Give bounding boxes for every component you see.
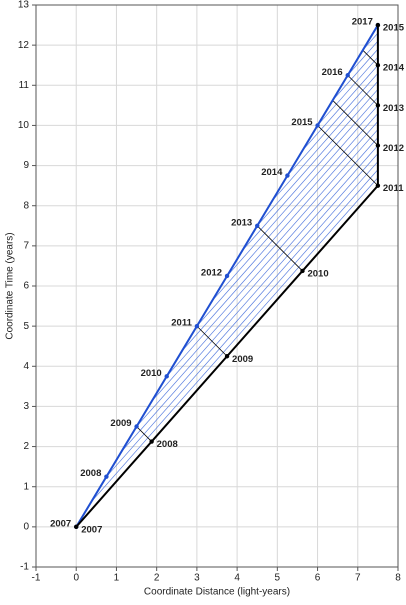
point-label: 2009 [232, 354, 253, 365]
point [345, 73, 350, 78]
y-tick-label: 7 [23, 240, 29, 251]
point [375, 22, 381, 28]
point [285, 173, 290, 178]
signal-line [256, 225, 303, 272]
x-tick-label: 0 [73, 573, 79, 584]
y-tick-label: 8 [23, 200, 29, 211]
signal-line [332, 100, 379, 146]
y-axis-title: Coordinate Time (years) [5, 232, 16, 339]
point [375, 103, 381, 108]
hatch-line [272, 81, 379, 201]
y-tick-label: 1 [23, 481, 29, 492]
x-tick-label: 7 [355, 573, 361, 584]
point-label: 2013 [383, 103, 404, 114]
point-label: 2014 [261, 167, 283, 178]
point [224, 354, 230, 359]
hatch-line [211, 113, 379, 302]
point [74, 524, 79, 530]
x-tick-label: 4 [234, 573, 240, 584]
point [194, 323, 200, 329]
point [104, 474, 109, 479]
hatch-line [181, 129, 379, 352]
point-label: 2010 [141, 368, 162, 379]
signal-line [136, 426, 152, 442]
y-tick-label: 13 [18, 0, 30, 11]
y-tick-label: 6 [23, 281, 29, 292]
hatch-line [226, 105, 379, 277]
x-tick-label: 1 [114, 573, 120, 584]
point [164, 374, 169, 379]
signal-line [317, 125, 379, 186]
point-label: 2015 [291, 117, 313, 128]
point [134, 424, 139, 429]
x-tick-label: 6 [315, 573, 321, 584]
point-label: 2012 [383, 143, 404, 154]
point [375, 143, 381, 148]
y-tick-label: 3 [23, 401, 29, 412]
point [315, 123, 320, 128]
hatch-line [136, 153, 379, 427]
x-tick-label: 3 [194, 573, 200, 584]
point [375, 63, 381, 68]
hatch-line [91, 177, 379, 502]
x-tick-label: 8 [395, 573, 401, 584]
point-label: 2011 [171, 318, 192, 329]
y-tick-label: 4 [23, 361, 29, 372]
point-label: 2009 [110, 418, 131, 429]
point [149, 439, 154, 444]
point-label: 2008 [157, 439, 178, 450]
hatch-line [256, 89, 379, 227]
y-tick-label: 11 [19, 80, 30, 91]
point-label: 2011 [383, 183, 404, 194]
point-label: 2014 [383, 63, 405, 74]
point-label: 2008 [80, 468, 101, 479]
point [375, 183, 381, 188]
y-tick-label: -1 [20, 562, 29, 573]
y-tick-label: 2 [23, 441, 29, 452]
point [300, 268, 305, 274]
y-tick-label: 12 [18, 40, 30, 51]
point-label: 2013 [231, 217, 252, 228]
x-tick-label: 2 [154, 573, 160, 584]
y-tick-label: 0 [23, 521, 29, 532]
x-tick-label: -1 [32, 573, 41, 584]
hatch-line [166, 137, 379, 377]
point [224, 273, 230, 279]
x-tick-label: 5 [275, 573, 281, 584]
point-label: 2012 [201, 267, 222, 278]
hatch-line [121, 161, 379, 452]
point [255, 223, 260, 228]
hatch-line [151, 145, 379, 402]
signal-line [196, 325, 228, 357]
point-label: 2017 [352, 17, 373, 28]
signal-line [362, 49, 379, 66]
point-label: 2016 [322, 67, 343, 78]
x-axis-title: Coordinate Distance (light-years) [144, 587, 290, 598]
point-label: 2007 [50, 518, 71, 529]
y-tick-label: 9 [23, 160, 29, 171]
plot: 2007 2008 2009 2010 2011 2012 2013 2014 2015 2016… [50, 17, 405, 536]
y-tick-label: 5 [23, 321, 29, 332]
point-label: 2015 [383, 23, 405, 34]
y-tick-label: 10 [18, 120, 30, 131]
hatch-line [106, 169, 379, 477]
hatch-line [347, 40, 379, 76]
signal-line [347, 74, 379, 106]
point-label: 2007 [81, 524, 102, 535]
point-label: 2010 [307, 268, 328, 279]
hatch-line [317, 56, 379, 126]
